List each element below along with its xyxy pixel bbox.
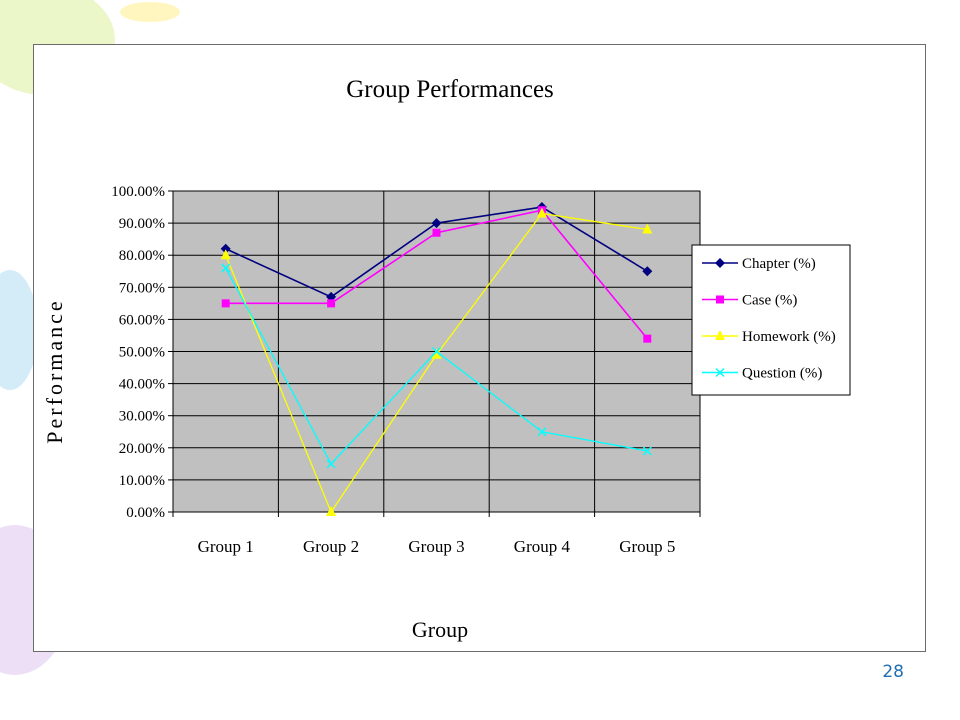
y-tick-label: 100.00% <box>111 184 165 200</box>
chart-frame: 0.00% 10.00% 20.00% 30.00% 40.00% 50.00% 60.00… <box>33 44 926 652</box>
legend-marker <box>715 330 725 340</box>
data-point <box>431 348 442 359</box>
x-tick-label: Group 5 <box>619 537 675 556</box>
x-axis-title: Group <box>412 617 468 642</box>
data-point <box>221 299 230 308</box>
legend-item: Chapter (%) <box>702 256 816 272</box>
data-point <box>221 263 231 273</box>
legend-marker <box>715 367 725 378</box>
x-tick-label: Group 4 <box>514 537 571 556</box>
data-point <box>326 506 337 516</box>
x-tick-label: Group 1 <box>198 537 254 556</box>
data-point <box>326 459 336 469</box>
y-tick-label: 80.00% <box>119 248 165 264</box>
x-tick-label: Group 2 <box>303 537 359 556</box>
leaf-left <box>0 270 38 390</box>
data-point <box>431 218 442 229</box>
data-point <box>327 299 336 308</box>
data-point <box>220 249 231 260</box>
y-axis-ticks: 0.00% 10.00% 20.00% 30.00% 40.00% 50.00% 60.00… <box>111 184 173 521</box>
data-point <box>220 243 231 254</box>
series-triangle <box>220 207 653 516</box>
y-tick-label: 10.00% <box>119 473 165 489</box>
series-x <box>221 263 652 469</box>
x-tick-label: Group 3 <box>408 537 464 556</box>
series-diamond <box>220 202 653 302</box>
data-point <box>431 346 442 357</box>
leaf-top <box>120 2 180 22</box>
legend-label: Case (%) <box>742 293 797 309</box>
legend-item: Question (%) <box>702 366 822 382</box>
series-layer <box>220 202 653 516</box>
data-point <box>642 266 653 277</box>
page-number: 28 <box>882 662 904 682</box>
legend-label: Chapter (%) <box>742 256 816 272</box>
legend-item: Case (%) <box>702 293 797 309</box>
legend-item: Homework (%) <box>702 329 836 345</box>
data-point <box>537 427 547 437</box>
data-point <box>536 207 547 218</box>
y-tick-label: 40.00% <box>119 377 165 393</box>
legend-marker <box>715 258 725 268</box>
data-point <box>643 334 652 343</box>
gridlines <box>172 190 701 513</box>
y-axis-title: Performance <box>42 298 67 443</box>
data-point <box>642 223 653 234</box>
legend-label: Question (%) <box>742 366 822 382</box>
y-tick-label: 70.00% <box>119 280 165 296</box>
legend: Chapter (%) Case (%) Homework (%) Question … <box>691 244 851 396</box>
x-axis-ticks: Group 1 Group 2 Group 3 Group 4 Group 5 <box>172 512 701 556</box>
legend-label: Homework (%) <box>742 329 836 345</box>
chart-title: Group Performances <box>346 76 554 103</box>
y-tick-label: 50.00% <box>119 345 165 361</box>
y-tick-label: 60.00% <box>119 312 165 328</box>
y-tick-label: 20.00% <box>119 441 165 457</box>
data-point <box>432 228 441 237</box>
line-chart: 0.00% 10.00% 20.00% 30.00% 40.00% 50.00% 60.00… <box>42 76 851 642</box>
legend-marker <box>716 295 724 304</box>
data-point <box>642 446 652 456</box>
y-tick-label: 90.00% <box>119 216 165 232</box>
y-tick-label: 30.00% <box>119 409 165 425</box>
y-tick-label: 0.00% <box>126 505 165 521</box>
